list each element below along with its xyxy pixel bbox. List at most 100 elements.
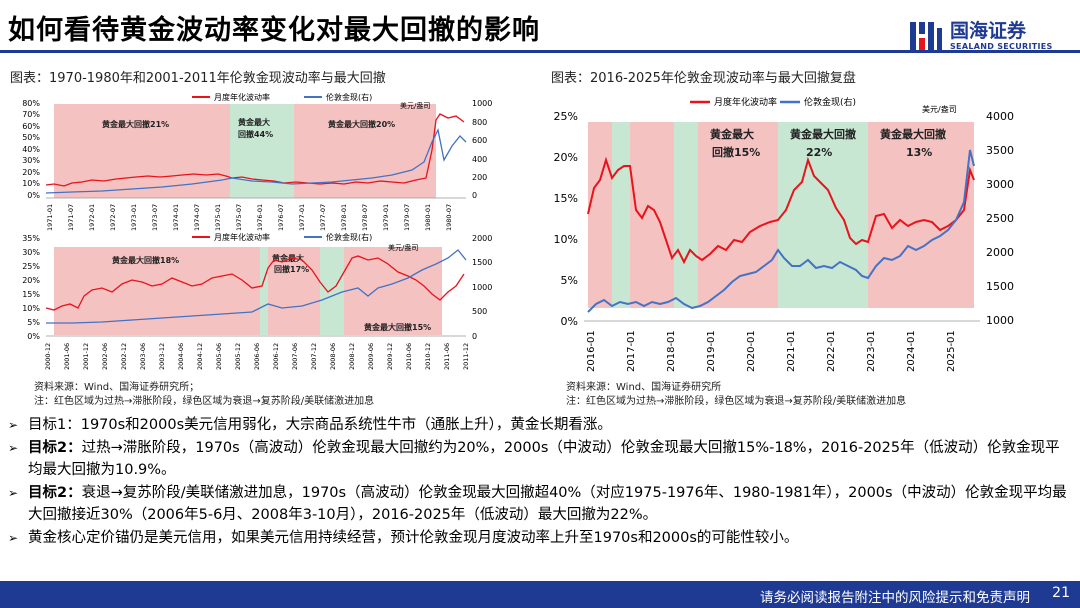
svg-text:2022-01: 2022-01 (826, 330, 837, 372)
key-points: ➢ 目标1：1970s和2000s美元信用弱化，大宗商品系统性牛市（通胀上升），… (6, 414, 1074, 549)
svg-text:1980-01: 1980-01 (424, 204, 432, 231)
unit-label: 美元/盎司 (922, 104, 957, 114)
svg-text:2025-01: 2025-01 (946, 330, 957, 372)
gold-series (46, 249, 467, 324)
region-overheat-b (630, 122, 674, 308)
left-figure-caption: 图表：1970-1980年和2001-2011年伦敦金现波动率与最大回撤 (10, 71, 386, 86)
chart-2000s-regions (54, 247, 442, 335)
chart-2016-2025-regions (588, 122, 974, 308)
region-overheat-1 (54, 247, 260, 335)
svg-text:2018-01: 2018-01 (666, 330, 677, 372)
svg-text:5%: 5% (561, 274, 578, 287)
svg-text:1000: 1000 (472, 99, 492, 108)
svg-text:2019-01: 2019-01 (706, 330, 717, 372)
chart-1970s: 黄金最大回撤21% 黄金最大 回撤44% 黄金最大回撤20% 月度年化波动率 伦… (12, 90, 500, 236)
x-axis-labels: 2016-01 2017-01 2018-01 2019-01 2020-01 … (586, 330, 957, 372)
svg-text:25%: 25% (22, 262, 40, 271)
right-figure-caption: 图表：2016-2025年伦敦金现波动率与最大回撤复盘 (551, 71, 856, 86)
svg-text:800: 800 (472, 118, 487, 127)
svg-text:2009-12: 2009-12 (386, 343, 394, 370)
svg-text:2008-06: 2008-06 (329, 343, 337, 370)
svg-text:70%: 70% (22, 110, 40, 119)
vol-series (45, 113, 465, 187)
svg-text:1976-07: 1976-07 (277, 204, 285, 231)
svg-text:1977-01: 1977-01 (298, 204, 306, 231)
svg-text:40%: 40% (22, 145, 40, 154)
region-label-2: 黄金最大 (272, 253, 304, 263)
region-overheat-3 (344, 247, 442, 335)
svg-text:1976-01: 1976-01 (256, 204, 264, 231)
svg-text:10%: 10% (22, 179, 40, 188)
region-label-3: 黄金最大回撤15% (364, 322, 431, 332)
left-source: 资料来源：Wind、国海证券研究所； (34, 382, 200, 393)
svg-text:35%: 35% (22, 234, 40, 243)
vol-series (587, 156, 975, 265)
svg-text:2004-12: 2004-12 (196, 343, 204, 370)
svg-text:1980-07: 1980-07 (445, 204, 453, 231)
right-source-note: 资料来源：Wind、国海证券研究所 注：红色区域为过热→滞胀阶段，绿色区域为衰退… (566, 381, 906, 409)
svg-text:1974-07: 1974-07 (193, 204, 201, 231)
svg-text:400: 400 (472, 155, 487, 164)
bullet-arrow-icon: ➢ (8, 530, 19, 545)
region-label-2b: 回撤17% (274, 264, 309, 274)
region-label-2b: 22% (806, 146, 832, 159)
legend-vol: 月度年化波动率 (214, 232, 270, 242)
svg-text:2006-12: 2006-12 (272, 343, 280, 370)
svg-text:2003-12: 2003-12 (158, 343, 166, 370)
svg-text:2024-01: 2024-01 (906, 330, 917, 372)
bullet-arrow-icon: ➢ (8, 440, 19, 455)
svg-text:2000: 2000 (472, 234, 492, 243)
svg-text:2006-06: 2006-06 (253, 343, 261, 370)
svg-text:2002-12: 2002-12 (120, 343, 128, 370)
svg-text:1000: 1000 (986, 314, 1014, 327)
unit-label: 美元/盎司 (388, 243, 418, 252)
region-label-2: 黄金最大回撤 (790, 127, 856, 141)
right-source: 资料来源：Wind、国海证券研究所 (566, 382, 722, 393)
svg-text:1974-01: 1974-01 (172, 204, 180, 231)
region-overheat-1 (54, 104, 230, 198)
svg-text:2007-12: 2007-12 (310, 343, 318, 370)
x-axis-labels: 2000-12 2001-06 2001-12 2002-06 2002-12 … (44, 343, 470, 370)
svg-text:10%: 10% (554, 233, 578, 246)
y-right-axis: 1000 800 600 400 200 0 (472, 99, 492, 200)
page-number: 21 (1052, 585, 1070, 601)
svg-text:2016-01: 2016-01 (586, 330, 597, 372)
y-left-axis: 35% 30% 25% 20% 15% 10% 5% 0% (22, 234, 40, 341)
svg-text:30%: 30% (22, 248, 40, 257)
region-label-1: 黄金最大 (710, 127, 754, 141)
svg-text:1973-07: 1973-07 (151, 204, 159, 231)
svg-text:2011-12: 2011-12 (462, 343, 470, 370)
svg-text:1971-07: 1971-07 (67, 204, 75, 231)
svg-text:500: 500 (472, 307, 487, 316)
unit-label: 美元/盎司 (400, 101, 430, 110)
logo-english-name: SEALAND SECURITIES (950, 42, 1053, 51)
region-label-3: 黄金最大回撤 (880, 127, 946, 141)
svg-text:1973-01: 1973-01 (130, 204, 138, 231)
region-overheat-2 (268, 247, 320, 335)
logo-chinese-name: 国海证券 (950, 20, 1027, 42)
left-source-note: 资料来源：Wind、国海证券研究所； 注：红色区域为过热→滞胀阶段，绿色区域为衰… (34, 381, 374, 409)
chart-2000s: 黄金最大回撤18% 黄金最大 回撤17% 黄金最大回撤15% 月度年化波动率 伦… (12, 230, 500, 376)
svg-text:3000: 3000 (986, 178, 1014, 191)
svg-text:5%: 5% (27, 318, 40, 327)
legend-vol: 月度年化波动率 (714, 96, 777, 108)
svg-text:2010-06: 2010-06 (405, 343, 413, 370)
vol-series (45, 255, 465, 311)
region-recession-1 (260, 247, 268, 335)
svg-text:2010-12: 2010-12 (424, 343, 432, 370)
y-left-axis: 25% 20% 15% 10% 5% 0% (554, 110, 578, 328)
svg-text:2002-06: 2002-06 (101, 343, 109, 370)
bullet-2: ➢ 目标2：过热→滞胀阶段，1970s（高波动）伦敦金现最大回撤约为20%，20… (6, 437, 1074, 482)
svg-text:2001-06: 2001-06 (63, 343, 71, 370)
svg-text:0: 0 (472, 332, 477, 341)
svg-text:4000: 4000 (986, 110, 1014, 123)
svg-text:1500: 1500 (986, 280, 1014, 293)
bullet-4: ➢ 黄金核心定价锚仍是美元信用，如果美元信用持续经营，预计伦敦金现月度波动率上升… (6, 527, 1074, 550)
svg-text:80%: 80% (22, 99, 40, 108)
svg-text:200: 200 (472, 173, 487, 182)
svg-text:2003-06: 2003-06 (139, 343, 147, 370)
svg-text:2021-01: 2021-01 (786, 330, 797, 372)
svg-text:2500: 2500 (986, 212, 1014, 225)
sealand-logo-icon (910, 22, 942, 50)
svg-text:3500: 3500 (986, 144, 1014, 157)
